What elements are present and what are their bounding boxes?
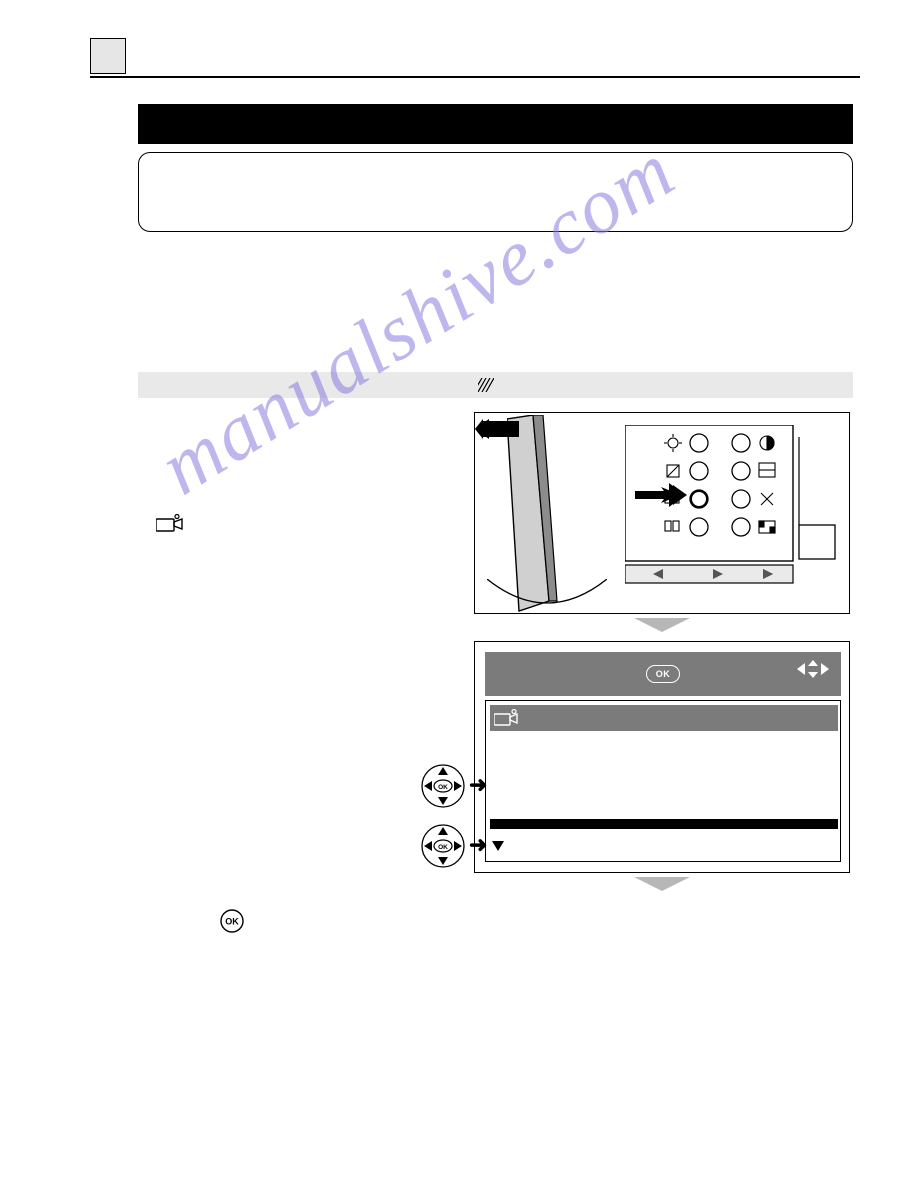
dpad-icon: OK — [421, 764, 465, 813]
section-title-bar — [138, 104, 853, 144]
instruction-text-column: OK — [138, 412, 458, 900]
dpad-icon: OK — [421, 824, 465, 873]
ok-badge-icon: OK — [220, 909, 244, 938]
svg-text:OK: OK — [438, 784, 448, 791]
lcd-menu-row-selected — [490, 705, 838, 731]
ok-badge-label: OK — [225, 917, 239, 927]
flow-down-arrow-1 — [474, 618, 850, 637]
section-marker-square — [90, 38, 126, 74]
manual-page: OK — [0, 0, 918, 78]
arrow-right-icon: ➜ — [469, 832, 487, 858]
hatch-icon — [478, 378, 494, 392]
arrow-to-flap-icon — [475, 419, 519, 439]
device-diagram — [474, 412, 850, 614]
header-rule — [90, 76, 860, 78]
control-panel — [625, 425, 841, 585]
subheading-strip — [138, 372, 853, 398]
nav-arrows-icon — [797, 660, 829, 678]
camera-setting-icon — [156, 514, 184, 532]
page-content: OK — [138, 104, 853, 900]
lcd-menu-row-highlight — [490, 819, 838, 829]
flow-down-arrow-2 — [474, 877, 850, 896]
arrow-right-icon: ➜ — [469, 772, 487, 798]
instruction-figure-column: OK — [474, 412, 853, 900]
lcd-inner-panel — [485, 700, 841, 862]
ok-oval-icon: OK — [646, 665, 680, 683]
svg-text:OK: OK — [438, 844, 448, 851]
instruction-columns: OK — [138, 412, 853, 900]
lcd-title-band: OK — [485, 652, 841, 696]
camera-setting-row-icon — [494, 709, 520, 727]
device-base-curve — [487, 579, 607, 613]
scroll-down-icon — [492, 841, 504, 853]
lcd-diagram: OK — [474, 641, 850, 873]
note-callout-box — [138, 152, 853, 232]
